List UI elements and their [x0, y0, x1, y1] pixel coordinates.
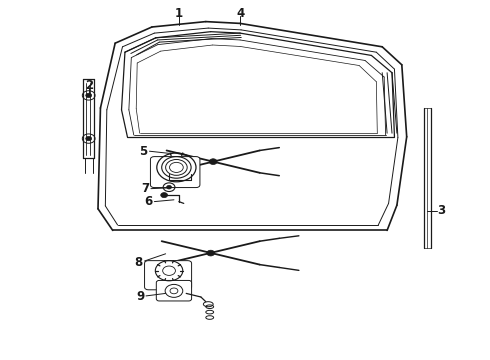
Text: 4: 4 — [236, 7, 244, 20]
Text: 5: 5 — [140, 145, 147, 158]
Text: 6: 6 — [145, 195, 152, 208]
Text: 8: 8 — [135, 256, 143, 269]
Circle shape — [86, 93, 92, 98]
FancyBboxPatch shape — [156, 280, 192, 301]
FancyBboxPatch shape — [145, 261, 192, 290]
Text: 9: 9 — [136, 291, 144, 303]
Text: 3: 3 — [437, 204, 445, 217]
Circle shape — [209, 159, 217, 165]
Circle shape — [207, 250, 215, 256]
Text: 7: 7 — [141, 182, 149, 195]
Circle shape — [161, 193, 168, 198]
FancyBboxPatch shape — [150, 157, 200, 188]
Text: 1: 1 — [175, 7, 183, 20]
Circle shape — [86, 136, 92, 141]
Text: 2: 2 — [85, 79, 93, 92]
Circle shape — [167, 185, 172, 189]
